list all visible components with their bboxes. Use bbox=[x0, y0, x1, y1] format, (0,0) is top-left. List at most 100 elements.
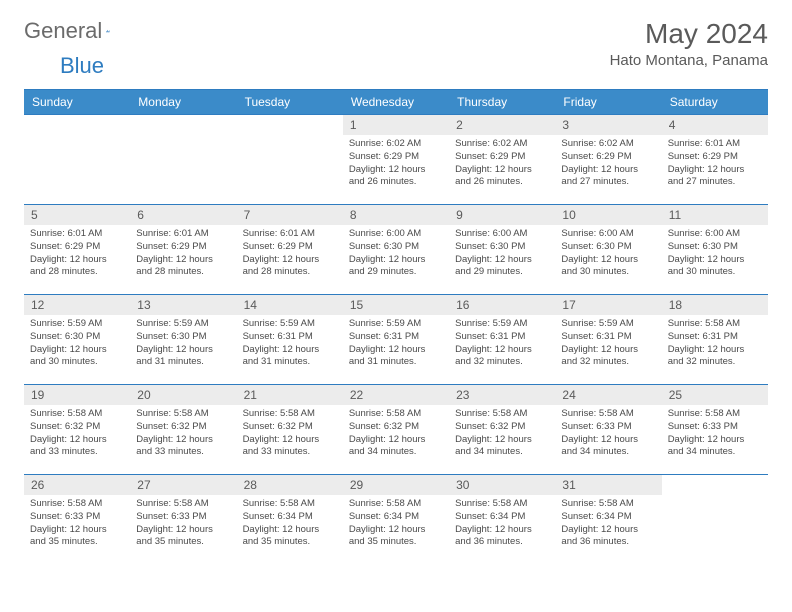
day-details: Sunrise: 5:58 AMSunset: 6:32 PMDaylight:… bbox=[24, 405, 130, 463]
calendar-cell: 13Sunrise: 5:59 AMSunset: 6:30 PMDayligh… bbox=[130, 295, 236, 385]
calendar-cell: 5Sunrise: 6:01 AMSunset: 6:29 PMDaylight… bbox=[24, 205, 130, 295]
day-header: Wednesday bbox=[343, 90, 449, 115]
logo-sail-icon bbox=[106, 24, 110, 38]
day-number: 25 bbox=[662, 385, 768, 405]
calendar-cell: 31Sunrise: 5:58 AMSunset: 6:34 PMDayligh… bbox=[555, 475, 661, 565]
calendar-cell: 9Sunrise: 6:00 AMSunset: 6:30 PMDaylight… bbox=[449, 205, 555, 295]
day-number: 23 bbox=[449, 385, 555, 405]
calendar-body: 1Sunrise: 6:02 AMSunset: 6:29 PMDaylight… bbox=[24, 115, 768, 565]
day-details: Sunrise: 6:01 AMSunset: 6:29 PMDaylight:… bbox=[237, 225, 343, 283]
day-number: 13 bbox=[130, 295, 236, 315]
day-number: 3 bbox=[555, 115, 661, 135]
day-number: 5 bbox=[24, 205, 130, 225]
day-number: 16 bbox=[449, 295, 555, 315]
day-number: 11 bbox=[662, 205, 768, 225]
logo: General bbox=[24, 18, 130, 44]
calendar-week-row: 19Sunrise: 5:58 AMSunset: 6:32 PMDayligh… bbox=[24, 385, 768, 475]
day-details: Sunrise: 5:58 AMSunset: 6:34 PMDaylight:… bbox=[237, 495, 343, 553]
day-header: Saturday bbox=[662, 90, 768, 115]
day-details: Sunrise: 6:01 AMSunset: 6:29 PMDaylight:… bbox=[662, 135, 768, 193]
day-number: 30 bbox=[449, 475, 555, 495]
day-number: 4 bbox=[662, 115, 768, 135]
day-details: Sunrise: 5:58 AMSunset: 6:33 PMDaylight:… bbox=[24, 495, 130, 553]
calendar-week-row: 5Sunrise: 6:01 AMSunset: 6:29 PMDaylight… bbox=[24, 205, 768, 295]
day-details: Sunrise: 6:00 AMSunset: 6:30 PMDaylight:… bbox=[343, 225, 449, 283]
day-number: 19 bbox=[24, 385, 130, 405]
day-number: 1 bbox=[343, 115, 449, 135]
day-number: 2 bbox=[449, 115, 555, 135]
logo-text-general: General bbox=[24, 18, 102, 44]
calendar-cell: 19Sunrise: 5:58 AMSunset: 6:32 PMDayligh… bbox=[24, 385, 130, 475]
calendar-cell: 26Sunrise: 5:58 AMSunset: 6:33 PMDayligh… bbox=[24, 475, 130, 565]
logo-text-blue: Blue bbox=[60, 53, 104, 78]
day-number: 15 bbox=[343, 295, 449, 315]
calendar-cell: 14Sunrise: 5:59 AMSunset: 6:31 PMDayligh… bbox=[237, 295, 343, 385]
calendar-cell bbox=[130, 115, 236, 205]
calendar-cell: 17Sunrise: 5:59 AMSunset: 6:31 PMDayligh… bbox=[555, 295, 661, 385]
calendar-page: General May 2024 Hato Montana, Panama Bl… bbox=[0, 0, 792, 565]
day-details: Sunrise: 5:59 AMSunset: 6:30 PMDaylight:… bbox=[24, 315, 130, 373]
day-details: Sunrise: 5:59 AMSunset: 6:31 PMDaylight:… bbox=[449, 315, 555, 373]
day-number: 9 bbox=[449, 205, 555, 225]
calendar-week-row: 12Sunrise: 5:59 AMSunset: 6:30 PMDayligh… bbox=[24, 295, 768, 385]
calendar-head: SundayMondayTuesdayWednesdayThursdayFrid… bbox=[24, 90, 768, 115]
day-number: 22 bbox=[343, 385, 449, 405]
calendar-cell: 15Sunrise: 5:59 AMSunset: 6:31 PMDayligh… bbox=[343, 295, 449, 385]
day-details: Sunrise: 5:58 AMSunset: 6:33 PMDaylight:… bbox=[662, 405, 768, 463]
day-details: Sunrise: 5:58 AMSunset: 6:33 PMDaylight:… bbox=[555, 405, 661, 463]
calendar-cell: 16Sunrise: 5:59 AMSunset: 6:31 PMDayligh… bbox=[449, 295, 555, 385]
day-details: Sunrise: 5:58 AMSunset: 6:34 PMDaylight:… bbox=[343, 495, 449, 553]
calendar-cell bbox=[24, 115, 130, 205]
day-number: 17 bbox=[555, 295, 661, 315]
day-header: Monday bbox=[130, 90, 236, 115]
day-details: Sunrise: 5:58 AMSunset: 6:32 PMDaylight:… bbox=[449, 405, 555, 463]
day-details: Sunrise: 6:00 AMSunset: 6:30 PMDaylight:… bbox=[449, 225, 555, 283]
day-details: Sunrise: 6:00 AMSunset: 6:30 PMDaylight:… bbox=[555, 225, 661, 283]
calendar-cell: 22Sunrise: 5:58 AMSunset: 6:32 PMDayligh… bbox=[343, 385, 449, 475]
day-details: Sunrise: 6:02 AMSunset: 6:29 PMDaylight:… bbox=[555, 135, 661, 193]
day-header: Sunday bbox=[24, 90, 130, 115]
calendar-table: SundayMondayTuesdayWednesdayThursdayFrid… bbox=[24, 89, 768, 565]
calendar-cell: 4Sunrise: 6:01 AMSunset: 6:29 PMDaylight… bbox=[662, 115, 768, 205]
day-details: Sunrise: 5:58 AMSunset: 6:34 PMDaylight:… bbox=[449, 495, 555, 553]
day-number: 20 bbox=[130, 385, 236, 405]
day-number: 31 bbox=[555, 475, 661, 495]
day-number: 18 bbox=[662, 295, 768, 315]
day-details: Sunrise: 6:01 AMSunset: 6:29 PMDaylight:… bbox=[130, 225, 236, 283]
calendar-cell bbox=[237, 115, 343, 205]
calendar-cell: 8Sunrise: 6:00 AMSunset: 6:30 PMDaylight… bbox=[343, 205, 449, 295]
day-details: Sunrise: 6:00 AMSunset: 6:30 PMDaylight:… bbox=[662, 225, 768, 283]
calendar-week-row: 26Sunrise: 5:58 AMSunset: 6:33 PMDayligh… bbox=[24, 475, 768, 565]
calendar-cell: 2Sunrise: 6:02 AMSunset: 6:29 PMDaylight… bbox=[449, 115, 555, 205]
calendar-cell: 6Sunrise: 6:01 AMSunset: 6:29 PMDaylight… bbox=[130, 205, 236, 295]
calendar-cell: 21Sunrise: 5:58 AMSunset: 6:32 PMDayligh… bbox=[237, 385, 343, 475]
calendar-cell: 23Sunrise: 5:58 AMSunset: 6:32 PMDayligh… bbox=[449, 385, 555, 475]
day-header: Friday bbox=[555, 90, 661, 115]
day-number: 7 bbox=[237, 205, 343, 225]
day-number: 28 bbox=[237, 475, 343, 495]
calendar-cell: 18Sunrise: 5:58 AMSunset: 6:31 PMDayligh… bbox=[662, 295, 768, 385]
calendar-cell: 11Sunrise: 6:00 AMSunset: 6:30 PMDayligh… bbox=[662, 205, 768, 295]
day-number: 10 bbox=[555, 205, 661, 225]
calendar-cell: 20Sunrise: 5:58 AMSunset: 6:32 PMDayligh… bbox=[130, 385, 236, 475]
day-details: Sunrise: 6:01 AMSunset: 6:29 PMDaylight:… bbox=[24, 225, 130, 283]
day-number: 12 bbox=[24, 295, 130, 315]
calendar-cell: 25Sunrise: 5:58 AMSunset: 6:33 PMDayligh… bbox=[662, 385, 768, 475]
day-details: Sunrise: 5:59 AMSunset: 6:30 PMDaylight:… bbox=[130, 315, 236, 373]
day-number: 6 bbox=[130, 205, 236, 225]
day-details: Sunrise: 5:59 AMSunset: 6:31 PMDaylight:… bbox=[343, 315, 449, 373]
day-number: 27 bbox=[130, 475, 236, 495]
day-number: 24 bbox=[555, 385, 661, 405]
day-number: 26 bbox=[24, 475, 130, 495]
calendar-cell: 27Sunrise: 5:58 AMSunset: 6:33 PMDayligh… bbox=[130, 475, 236, 565]
day-number: 8 bbox=[343, 205, 449, 225]
calendar-cell: 12Sunrise: 5:59 AMSunset: 6:30 PMDayligh… bbox=[24, 295, 130, 385]
day-details: Sunrise: 6:02 AMSunset: 6:29 PMDaylight:… bbox=[343, 135, 449, 193]
day-header: Tuesday bbox=[237, 90, 343, 115]
day-details: Sunrise: 5:58 AMSunset: 6:33 PMDaylight:… bbox=[130, 495, 236, 553]
location-text: Hato Montana, Panama bbox=[610, 52, 768, 69]
calendar-cell: 24Sunrise: 5:58 AMSunset: 6:33 PMDayligh… bbox=[555, 385, 661, 475]
calendar-cell: 30Sunrise: 5:58 AMSunset: 6:34 PMDayligh… bbox=[449, 475, 555, 565]
calendar-cell: 28Sunrise: 5:58 AMSunset: 6:34 PMDayligh… bbox=[237, 475, 343, 565]
day-details: Sunrise: 5:58 AMSunset: 6:32 PMDaylight:… bbox=[130, 405, 236, 463]
